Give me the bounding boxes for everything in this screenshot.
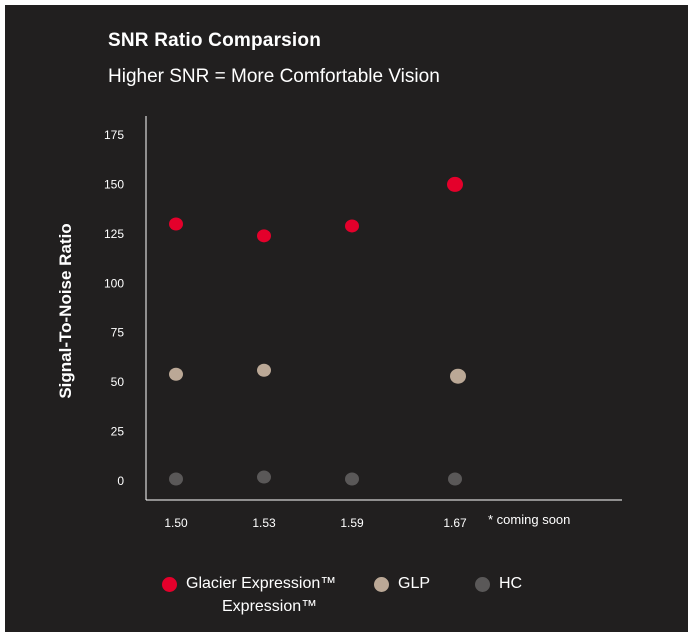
legend-item-glacier: Glacier Expression™ bbox=[162, 575, 336, 593]
data-point-hc bbox=[345, 472, 359, 486]
legend-note: Expression™ bbox=[222, 598, 318, 615]
y-tick-label: 175 bbox=[104, 128, 124, 142]
x-tick-label: 1.53 bbox=[252, 516, 276, 530]
y-tick-label: 100 bbox=[104, 276, 124, 290]
y-tick-label: 0 bbox=[117, 474, 124, 488]
data-point-glacier bbox=[345, 219, 359, 233]
legend-swatch-glp bbox=[374, 576, 389, 592]
y-tick-label: 50 bbox=[111, 375, 125, 389]
data-point-hc bbox=[257, 470, 271, 484]
data-point-glacier bbox=[447, 176, 463, 192]
data-point-glacier bbox=[257, 229, 271, 243]
legend-item-hc: HC bbox=[475, 575, 522, 593]
legend-item-glp: GLP bbox=[374, 575, 430, 593]
y-tick-label: 75 bbox=[111, 326, 125, 340]
data-point-glp bbox=[450, 368, 466, 384]
y-tick-label: 150 bbox=[104, 177, 124, 191]
legend-label-glacier: Glacier Expression™ bbox=[186, 575, 337, 592]
legend-label-hc: HC bbox=[499, 575, 523, 592]
y-tick-labels: 0 25 50 75 100 125 150 175 bbox=[104, 128, 124, 488]
y-axis-label: Signal-To-Noise Ratio bbox=[56, 223, 75, 398]
chart-card bbox=[5, 5, 688, 632]
legend: Glacier Expression™ GLP HC bbox=[0, 566, 693, 626]
y-tick-label: 25 bbox=[111, 425, 125, 439]
chart-subtitle: Higher SNR = More Comfortable Vision bbox=[108, 66, 440, 87]
x-axis-note: * coming soon bbox=[488, 512, 570, 527]
data-point-glp bbox=[169, 367, 183, 381]
data-point-hc bbox=[448, 472, 462, 486]
y-tick-label: 125 bbox=[104, 227, 124, 241]
x-tick-label: 1.50 bbox=[164, 516, 188, 530]
x-tick-labels: 1.50 1.53 1.59 1.67 bbox=[164, 516, 467, 530]
axes bbox=[145, 116, 622, 501]
chart-title: SNR Ratio Comparsion bbox=[108, 30, 322, 51]
x-tick-label: 1.67 bbox=[443, 516, 467, 530]
legend-swatch-hc bbox=[475, 576, 490, 592]
legend-label-glp: GLP bbox=[398, 575, 431, 592]
x-tick-label: 1.59 bbox=[340, 516, 364, 530]
data-point-glacier bbox=[169, 217, 183, 231]
data-point-glp bbox=[257, 363, 271, 377]
legend-swatch-glacier bbox=[162, 576, 177, 592]
data-point-hc bbox=[169, 472, 183, 486]
data-points bbox=[169, 176, 466, 486]
